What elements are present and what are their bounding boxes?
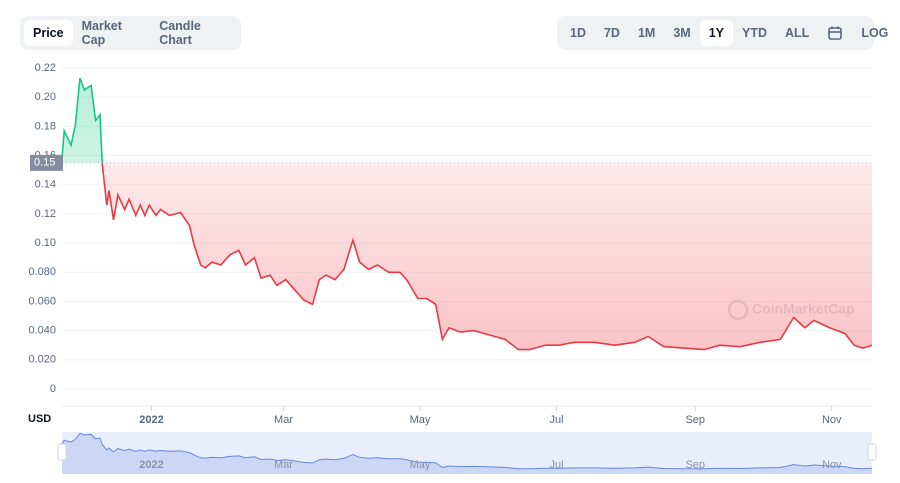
y-tick-label: 0.060: [28, 295, 56, 307]
navigator-label: 2022: [139, 459, 163, 471]
y-tick-label: 0.22: [35, 62, 56, 74]
y-tick-label: 0.12: [35, 208, 56, 220]
y-tick-label: 0: [50, 383, 56, 395]
navigator-handle[interactable]: [867, 443, 877, 461]
range-group: 1D 7D 1M 3M 1Y YTD ALL LOG: [557, 16, 888, 50]
navigator-label: Mar: [274, 459, 293, 471]
y-tick-label: 0.18: [35, 120, 56, 132]
toggle-button[interactable]: LOG: [861, 26, 889, 40]
toggle-button[interactable]: ALL: [785, 26, 810, 40]
currency-label: USD: [28, 413, 51, 425]
y-tick-label: 0.10: [35, 237, 56, 249]
toggle-button[interactable]: 7D: [603, 26, 620, 40]
navigator-area: [62, 433, 872, 474]
x-tick-label: Jul: [549, 414, 563, 426]
toggle-button[interactable]: 1D: [570, 26, 586, 40]
navigator-line: [61, 432, 873, 470]
y-tick-label: 0.20: [35, 91, 56, 103]
navigator-label: May: [410, 459, 431, 471]
toggle-button[interactable]: 1Y: [699, 20, 734, 46]
toggle-button[interactable]: 3M: [673, 26, 691, 40]
y-tick-label: 0.14: [35, 179, 56, 191]
toggle-button[interactable]: Price: [24, 20, 73, 46]
navigator-handle[interactable]: [57, 443, 67, 461]
calendar-icon: [828, 26, 843, 40]
navigator-label: Nov: [822, 459, 842, 471]
x-tick-label: May: [410, 414, 431, 426]
price-line-down: [101, 162, 873, 351]
x-tick-label: 2022: [139, 414, 163, 426]
toggle-button[interactable]: YTD: [742, 26, 768, 40]
toggle-button[interactable]: Candle Chart: [159, 19, 201, 47]
x-tick-label: Nov: [822, 414, 842, 426]
y-tick-label: 0.020: [28, 354, 56, 366]
tab-group: Price Market Cap Candle Chart: [20, 16, 241, 50]
navigator-label: Sep: [685, 459, 705, 471]
area-down: [62, 162, 872, 350]
toggle-button[interactable]: Market Cap: [81, 19, 122, 47]
toggle-button[interactable]: 1M: [637, 26, 656, 40]
navigator-label: Jul: [549, 459, 563, 471]
price-marker-label: 0.15: [34, 157, 55, 169]
x-tick-label: Sep: [685, 414, 705, 426]
x-tick-label: Mar: [274, 414, 293, 426]
y-tick-label: 0.080: [28, 266, 56, 278]
y-tick-label: 0.040: [28, 325, 56, 337]
price-marker: [30, 154, 63, 171]
calendar-button[interactable]: [818, 19, 852, 47]
